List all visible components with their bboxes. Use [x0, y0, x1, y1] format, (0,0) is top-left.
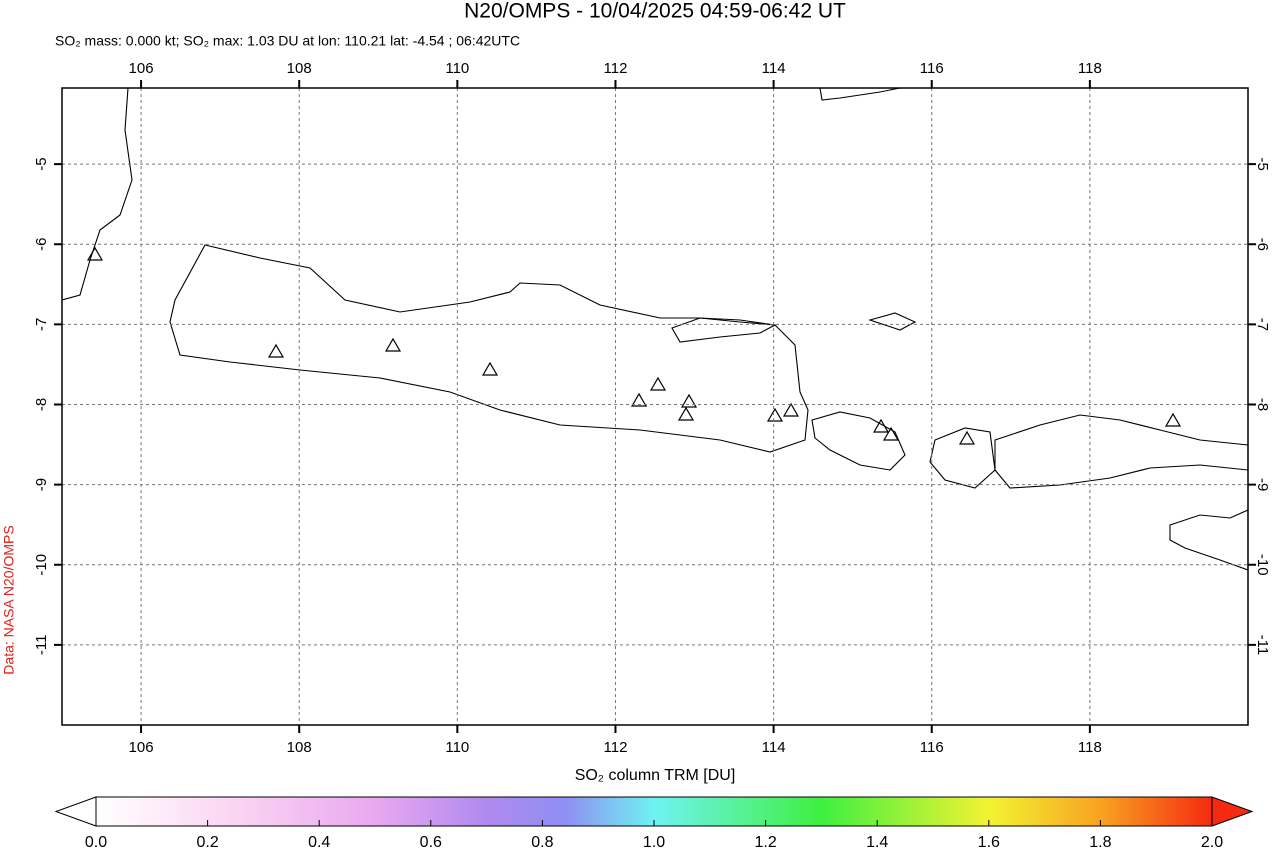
map-frame: [61, 87, 1249, 726]
lon-tick-label: 118: [1078, 739, 1102, 756]
lat-tick-label: -10: [33, 554, 50, 576]
colorbar-tick-label: 1.8: [1089, 834, 1111, 851]
lon-tick-label: 110: [445, 739, 469, 756]
volcano: [872, 418, 890, 433]
map: [54, 80, 1256, 733]
lat-tick-label: -8: [1254, 398, 1271, 411]
lat-tick-label: -7: [33, 318, 50, 331]
volcanoes: [86, 246, 1182, 445]
colorbar-tick-label: 0.6: [420, 834, 442, 851]
colorbar-tick-label: 0.0: [85, 834, 107, 851]
lon-tick-label: 116: [920, 60, 944, 77]
sumbawa-coast: [994, 414, 1248, 489]
colorbar-tick-label: 1.0: [643, 834, 665, 851]
volcano: [630, 392, 648, 407]
colorbar-tick-label: 1.6: [978, 834, 1000, 851]
volcano: [649, 376, 667, 391]
borneo-coast: [819, 88, 901, 101]
credit: Data: NASA N20/OMPS: [1, 525, 17, 674]
volcano: [677, 406, 695, 421]
lon-tick-label: 108: [287, 739, 312, 756]
volcano: [782, 402, 800, 417]
colorbar-under: [54, 796, 97, 827]
volcano: [86, 246, 104, 261]
lat-tick-label: -9: [1254, 478, 1271, 491]
volcano: [680, 393, 698, 408]
colorbar-label: SO₂ column TRM [DU]: [575, 767, 736, 784]
subtitle: SO₂ mass: 0.000 kt; SO₂ max: 1.03 DU at …: [55, 33, 520, 49]
colorbar-tick-label: 2.0: [1201, 834, 1223, 851]
colorbar-tick-label: 0.2: [196, 834, 218, 851]
colorbar-tick-label: 1.4: [866, 834, 888, 851]
lat-tick-label: -6: [33, 238, 50, 251]
lombok-coast: [929, 427, 996, 489]
volcano: [958, 430, 976, 445]
colorbar-over: [1211, 796, 1254, 827]
colorbar: [54, 796, 1254, 827]
lon-tick-label: 108: [287, 60, 312, 77]
map-background: [62, 88, 1248, 725]
lon-tick-label: 112: [604, 60, 628, 77]
lat-tick-label: -10: [1254, 554, 1271, 576]
lon-tick-label: 110: [445, 60, 469, 77]
lon-tick-label: 114: [762, 60, 786, 77]
sumatra-coast: [62, 88, 133, 301]
title: N20/OMPS - 10/04/2025 04:59-06:42 UT: [464, 0, 846, 23]
lon-tick-label: 112: [604, 739, 628, 756]
lon-tick-label: 114: [762, 739, 786, 756]
volcano: [481, 361, 499, 376]
lon-tick-label: 106: [129, 60, 154, 77]
colorbar-tick-label: 0.8: [531, 834, 553, 851]
volcano: [267, 343, 285, 358]
lon-tick-label: 116: [920, 739, 944, 756]
colorbar-tick-label: 1.2: [754, 834, 776, 851]
volcano: [384, 337, 402, 352]
coastlines: [62, 88, 1248, 571]
colorbar-tick-label: 0.4: [308, 834, 330, 851]
volcano: [766, 407, 784, 422]
volcano: [882, 426, 900, 441]
lat-tick-label: -11: [1254, 635, 1271, 656]
lon-tick-label: 118: [1078, 60, 1102, 77]
madura-coast: [671, 317, 777, 343]
sumba-coast: [1169, 509, 1248, 571]
lat-tick-label: -8: [33, 398, 50, 411]
bali-coast: [811, 411, 906, 471]
lat-tick-label: -11: [33, 635, 50, 656]
lat-tick-label: -6: [1254, 238, 1271, 251]
lat-tick-label: -5: [33, 157, 50, 170]
lon-tick-label: 106: [129, 739, 154, 756]
bawean-coast: [868, 312, 917, 331]
lat-tick-label: -5: [1254, 157, 1271, 170]
lat-tick-label: -9: [33, 478, 50, 491]
lat-tick-label: -7: [1254, 318, 1271, 331]
volcano: [1164, 412, 1182, 427]
